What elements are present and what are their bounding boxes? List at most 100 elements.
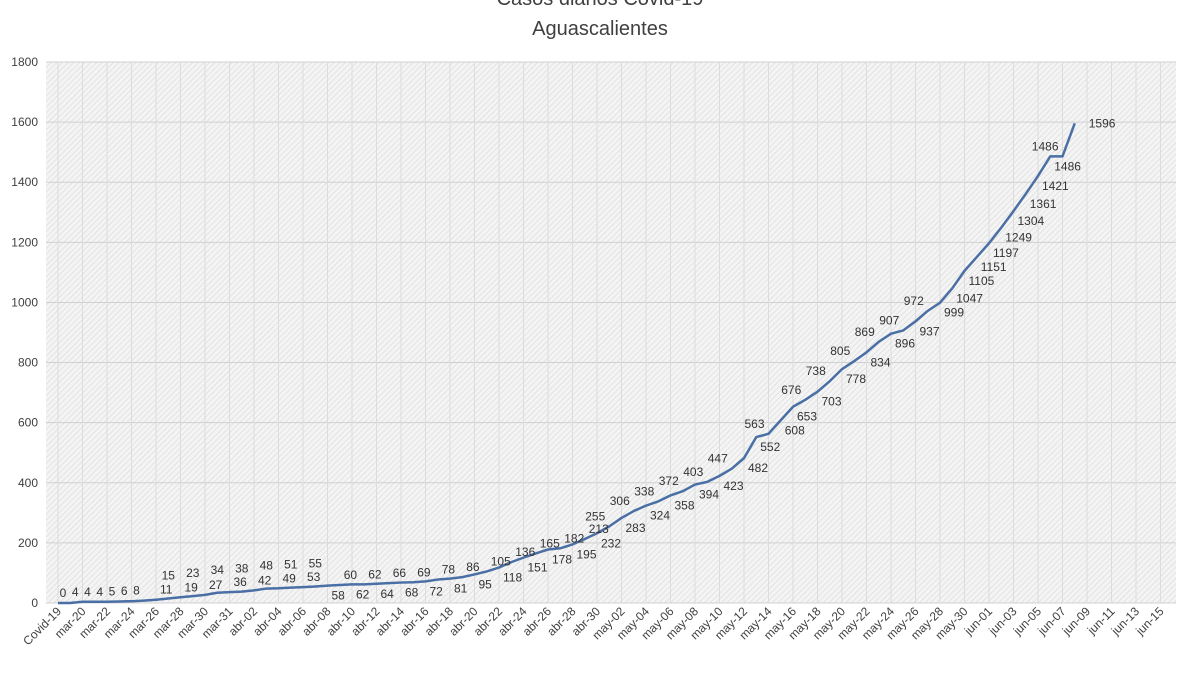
data-label: 1361 — [1030, 197, 1057, 211]
y-tick-label: 800 — [18, 356, 38, 370]
data-label: 42 — [258, 573, 272, 587]
data-label: 999 — [944, 306, 964, 320]
data-label: 182 — [564, 531, 584, 545]
data-label: 55 — [309, 556, 323, 570]
y-tick-label: 1400 — [11, 175, 38, 189]
data-label: 563 — [744, 417, 764, 431]
data-label: 283 — [626, 521, 646, 535]
data-label: 447 — [708, 452, 728, 466]
y-tick-label: 1200 — [11, 235, 38, 249]
data-label: 78 — [442, 563, 456, 577]
data-label: 1486 — [1054, 159, 1081, 173]
data-label: 4 — [72, 585, 79, 599]
data-label: 5 — [109, 584, 116, 598]
chart-subtitle: Aguascalientes — [532, 18, 668, 40]
data-label: 703 — [822, 395, 842, 409]
y-tick-label: 0 — [31, 596, 38, 610]
data-label: 4 — [96, 585, 103, 599]
data-label: 4 — [84, 585, 91, 599]
data-label: 738 — [806, 364, 826, 378]
y-tick-label: 200 — [18, 536, 38, 550]
data-label: 869 — [855, 325, 875, 339]
data-label: 255 — [585, 509, 605, 523]
data-label: 69 — [417, 565, 431, 579]
data-label: 0 — [60, 586, 67, 600]
y-tick-label: 400 — [18, 476, 38, 490]
data-label: 1486 — [1032, 139, 1059, 153]
plot-area — [46, 62, 1176, 603]
data-label: 105 — [491, 554, 511, 568]
data-label: 86 — [466, 560, 480, 574]
data-label: 552 — [760, 440, 780, 454]
data-label: 403 — [683, 465, 703, 479]
data-label: 805 — [830, 344, 850, 358]
data-label: 72 — [430, 584, 444, 598]
data-label: 11 — [160, 583, 173, 597]
data-label: 19 — [185, 580, 199, 594]
data-label: 38 — [235, 562, 249, 576]
data-label: 1304 — [1018, 214, 1045, 228]
data-label: 1596 — [1089, 116, 1116, 130]
y-tick-label: 1000 — [11, 295, 38, 309]
data-label: 66 — [393, 566, 407, 580]
data-label: 51 — [284, 558, 298, 572]
chart-title: Casos diarios Covid-19 — [0, 0, 1200, 11]
series-line — [58, 122, 1076, 605]
data-label: 338 — [634, 484, 654, 498]
x-tick-label: jun-15 — [1132, 604, 1166, 638]
data-label: 937 — [920, 324, 940, 338]
data-label: 358 — [675, 498, 695, 512]
y-tick-label: 1600 — [11, 115, 38, 129]
data-label: 1105 — [969, 274, 995, 288]
data-label: 136 — [515, 545, 535, 559]
data-label: 213 — [589, 522, 609, 536]
data-label: 372 — [659, 474, 679, 488]
data-label: 1197 — [993, 246, 1019, 260]
data-label: 834 — [871, 355, 891, 369]
data-label: 15 — [162, 568, 176, 582]
data-label: 6 — [121, 584, 128, 598]
data-label: 778 — [846, 372, 866, 386]
data-label: 653 — [797, 410, 817, 424]
data-label: 306 — [610, 494, 630, 508]
data-label: 178 — [552, 553, 572, 567]
data-label: 60 — [344, 568, 358, 582]
data-label: 896 — [895, 337, 915, 351]
data-label: 324 — [650, 509, 670, 523]
data-label: 49 — [283, 571, 297, 585]
data-label: 81 — [454, 582, 468, 596]
y-tick-label: 1800 — [11, 55, 38, 69]
data-label: 1047 — [956, 291, 983, 305]
data-label: 58 — [332, 589, 346, 603]
data-label: 972 — [904, 294, 924, 308]
data-label: 48 — [260, 559, 274, 573]
data-label: 608 — [785, 423, 805, 437]
data-label: 232 — [601, 536, 621, 550]
data-label: 676 — [781, 383, 801, 397]
data-label: 1151 — [981, 260, 1007, 274]
data-label: 62 — [356, 587, 370, 601]
data-label: 118 — [503, 571, 522, 585]
data-label: 1421 — [1042, 179, 1069, 193]
data-label: 36 — [234, 575, 248, 589]
y-tick-label: 600 — [18, 416, 38, 430]
x-tick-label: jun-09 — [1059, 604, 1093, 638]
data-label: 8 — [133, 584, 140, 598]
data-label: 151 — [528, 561, 548, 575]
data-label: 394 — [699, 488, 719, 502]
data-label: 195 — [577, 547, 597, 561]
data-label: 62 — [368, 567, 382, 581]
data-label: 53 — [307, 570, 321, 584]
data-label: 64 — [381, 587, 395, 601]
data-label: 27 — [209, 578, 223, 592]
data-label: 34 — [211, 563, 225, 577]
data-label: 423 — [724, 479, 744, 493]
data-label: 482 — [748, 461, 768, 475]
data-label: 907 — [879, 313, 899, 327]
data-label: 1249 — [1005, 231, 1032, 245]
data-label: 23 — [186, 566, 200, 580]
data-label: 95 — [479, 577, 493, 591]
data-label: 165 — [540, 536, 560, 550]
data-label: 68 — [405, 586, 419, 600]
